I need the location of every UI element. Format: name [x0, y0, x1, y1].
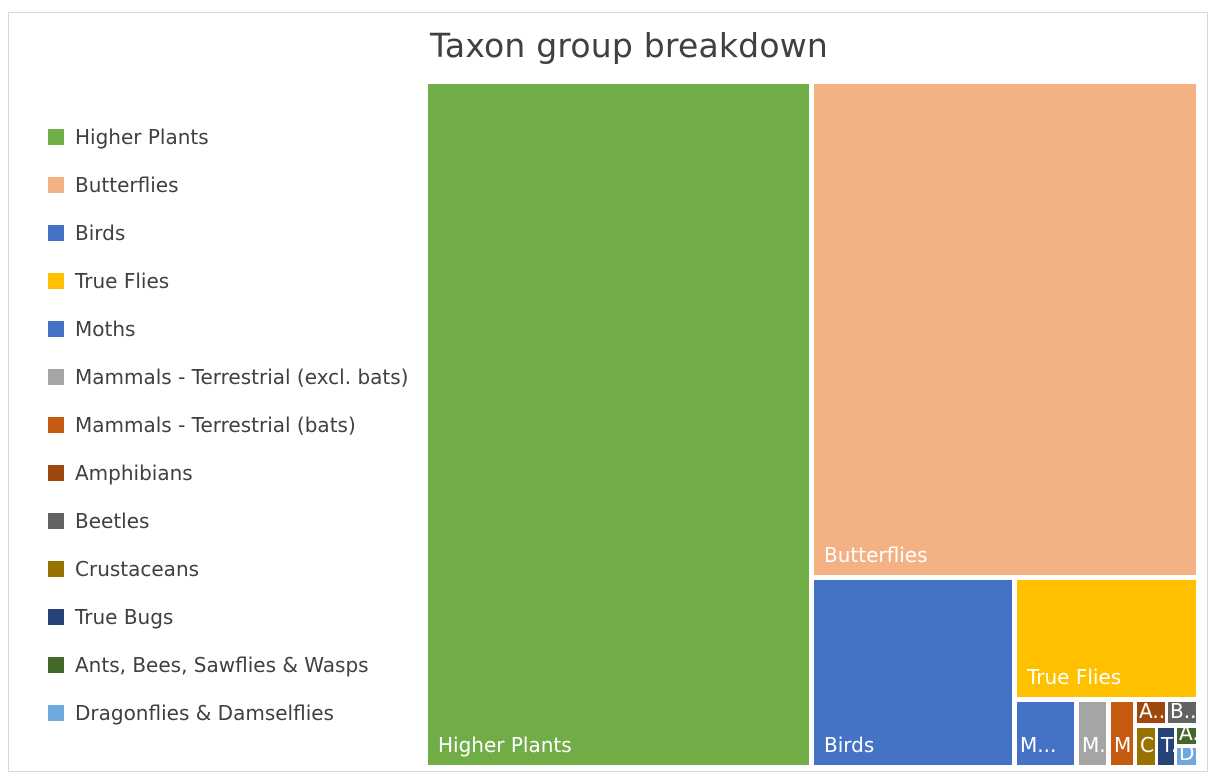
- legend-label: Moths: [75, 317, 136, 341]
- chart-area: [8, 12, 1208, 772]
- legend-label: Higher Plants: [75, 125, 209, 149]
- treemap-tile-label: A...: [1179, 721, 1210, 745]
- treemap-tile-true-bugs: T...: [1158, 728, 1190, 765]
- legend-swatch: [48, 513, 64, 529]
- treemap-tile-rect: [1017, 580, 1196, 697]
- treemap-tile-label: True Flies: [1026, 665, 1121, 689]
- legend-swatch: [48, 417, 64, 433]
- legend-swatch: [48, 609, 64, 625]
- legend-swatch: [48, 369, 64, 385]
- legend-swatch: [48, 129, 64, 145]
- treemap-tile-rect: [1137, 728, 1155, 765]
- treemap-tile-higher-plants: Higher Plants: [428, 84, 809, 765]
- treemap-tile-rect: [428, 84, 809, 765]
- treemap-tile-butterflies: Butterflies: [814, 84, 1196, 575]
- treemap-tile-label: B...: [1170, 699, 1203, 723]
- treemap-tile-label: D...: [1179, 741, 1210, 765]
- treemap-tile-label: T...: [1160, 733, 1190, 757]
- legend-label: Dragonflies & Damselflies: [75, 701, 334, 725]
- legend-label: Amphibians: [75, 461, 193, 485]
- treemap-tile-true-flies: True Flies: [1017, 580, 1196, 697]
- treemap-tile-label: A...: [1139, 699, 1171, 723]
- treemap-tile-rect: [814, 580, 1012, 765]
- legend-swatch: [48, 177, 64, 193]
- treemap-tile-ants-bees-sawflies-wasps: A...: [1177, 721, 1210, 745]
- treemap-tile-label: Birds: [824, 733, 874, 757]
- legend-label: Mammals - Terrestrial (bats): [75, 413, 356, 437]
- legend-label: True Bugs: [75, 605, 174, 629]
- legend-label: Beetles: [75, 509, 150, 533]
- treemap-tile-moths: M...: [1017, 702, 1074, 765]
- treemap-tile-rect: [1079, 702, 1106, 765]
- treemap-tile-label: C...: [1140, 733, 1173, 757]
- legend-label: Birds: [75, 221, 126, 245]
- treemap-tile-amphibians: A...: [1137, 699, 1171, 723]
- legend-swatch: [48, 561, 64, 577]
- treemap-tile-rect: [1137, 702, 1165, 723]
- treemap-tile-mammals-terrestrial-bats: M...: [1111, 702, 1150, 765]
- treemap-tile-birds: Birds: [814, 580, 1012, 765]
- treemap-tile-label: M...: [1082, 733, 1118, 757]
- treemap-tile-rect: [1177, 728, 1196, 744]
- legend-label: Crustaceans: [75, 557, 200, 581]
- legend-swatch: [48, 321, 64, 337]
- legend-label: Mammals - Terrestrial (excl. bats): [75, 365, 409, 389]
- treemap-tile-rect: [1168, 702, 1196, 723]
- treemap-tile-mammals-terrestrial-excl-bats: M...: [1079, 702, 1118, 765]
- legend-swatch: [48, 705, 64, 721]
- treemap-tile-rect: [1111, 702, 1133, 765]
- legend-label: Ants, Bees, Sawflies & Wasps: [75, 653, 369, 677]
- treemap-tile-crustaceans: C...: [1137, 728, 1173, 765]
- treemap-tile-label: M...: [1114, 733, 1150, 757]
- legend-swatch: [48, 465, 64, 481]
- treemap-tile-rect: [814, 84, 1196, 575]
- treemap-tile-rect: [1177, 748, 1196, 765]
- legend-label: True Flies: [75, 269, 170, 293]
- legend-swatch: [48, 225, 64, 241]
- treemap-tile-dragonflies-damselflies: D...: [1177, 741, 1210, 765]
- treemap-tile-label: Higher Plants: [438, 733, 572, 757]
- legend-swatch: [48, 273, 64, 289]
- legend-swatch: [48, 657, 64, 673]
- treemap-tile-label: M...: [1020, 733, 1056, 757]
- legend-label: Butterflies: [75, 173, 179, 197]
- chart-title: Taxon group breakdown: [430, 26, 829, 65]
- treemap-tile-rect: [1017, 702, 1074, 765]
- treemap-tile-beetles: B...: [1168, 699, 1203, 723]
- treemap-tile-label: Butterflies: [824, 543, 928, 567]
- treemap-tile-rect: [1158, 728, 1174, 765]
